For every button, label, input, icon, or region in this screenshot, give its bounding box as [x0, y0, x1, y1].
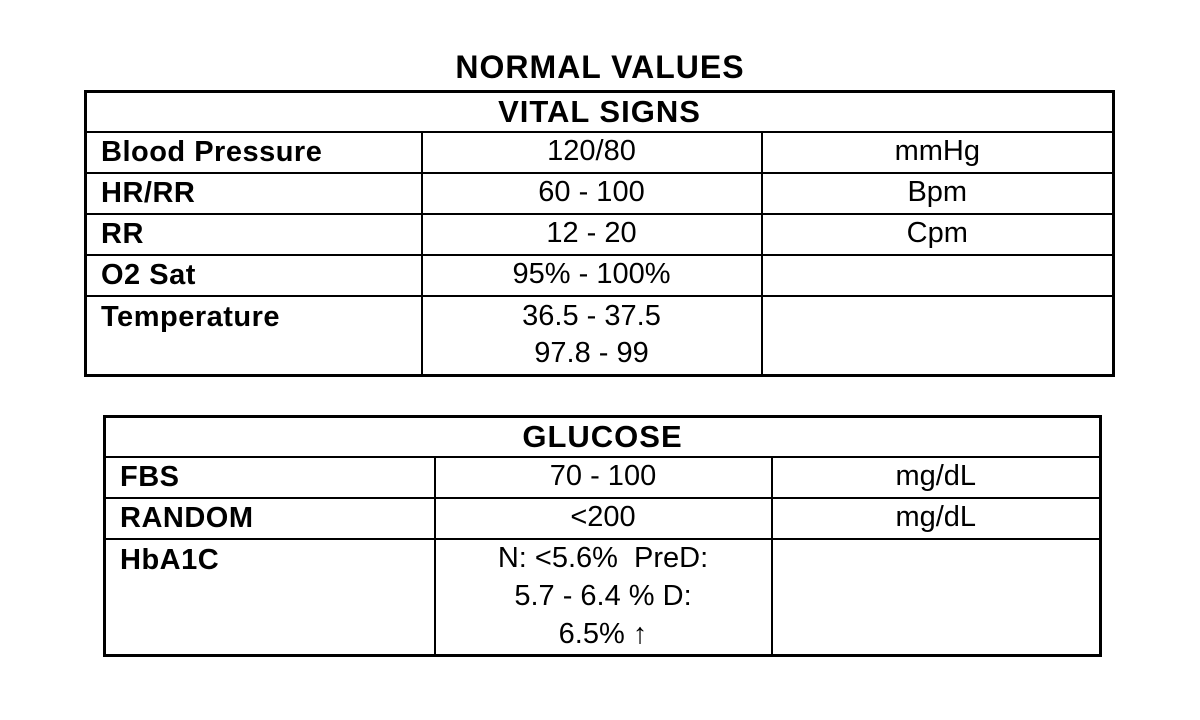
row-temperature: Temperature 36.5 - 37.5 97.8 - 99 — [84, 294, 1115, 377]
row-unit: Cpm — [760, 212, 1115, 256]
vital-signs-table-header: VITAL SIGNS — [84, 90, 1115, 133]
row-value: 12 - 20 — [420, 212, 763, 256]
row-label: HbA1C — [103, 537, 436, 657]
row-unit — [760, 294, 1115, 377]
row-value: 36.5 - 37.5 97.8 - 99 — [420, 294, 763, 377]
vital-signs-table: VITAL SIGNS Blood Pressure 120/80 mmHg H… — [84, 90, 1116, 377]
row-label: Temperature — [84, 294, 423, 377]
row-unit: mg/dL — [770, 496, 1102, 540]
row-fbs: FBS 70 - 100 mg/dL — [103, 455, 1102, 499]
row-value: 120/80 — [420, 130, 763, 174]
row-hr-rr: HR/RR 60 - 100 Bpm — [84, 171, 1115, 215]
row-label: Blood Pressure — [84, 130, 423, 174]
row-blood-pressure: Blood Pressure 120/80 mmHg — [84, 130, 1115, 174]
row-rr: RR 12 - 20 Cpm — [84, 212, 1115, 256]
row-o2-sat: O2 Sat 95% - 100% — [84, 253, 1115, 297]
row-label: HR/RR — [84, 171, 423, 215]
glucose-table: GLUCOSE FBS 70 - 100 mg/dL RANDOM <200 m… — [103, 415, 1102, 657]
row-random: RANDOM <200 mg/dL — [103, 496, 1102, 540]
row-label: RANDOM — [103, 496, 436, 540]
row-hba1c: HbA1C N: <5.6% PreD: 5.7 - 6.4 % D: 6.5%… — [103, 537, 1102, 657]
row-label: O2 Sat — [84, 253, 423, 297]
row-unit — [760, 253, 1115, 297]
row-value: 70 - 100 — [433, 455, 773, 499]
page-title: NORMAL VALUES — [455, 49, 745, 85]
row-value: N: <5.6% PreD: 5.7 - 6.4 % D: 6.5% ↑ — [433, 537, 773, 657]
row-value: 60 - 100 — [420, 171, 763, 215]
glucose-table-header: GLUCOSE — [103, 415, 1102, 458]
row-unit — [770, 537, 1102, 657]
row-unit: mmHg — [760, 130, 1115, 174]
row-unit: Bpm — [760, 171, 1115, 215]
row-unit: mg/dL — [770, 455, 1102, 499]
glucose-header-row: GLUCOSE — [103, 415, 1102, 458]
vital-signs-header-row: VITAL SIGNS — [84, 90, 1115, 133]
row-value: <200 — [433, 496, 773, 540]
row-label: FBS — [103, 455, 436, 499]
row-value: 95% - 100% — [420, 253, 763, 297]
row-label: RR — [84, 212, 423, 256]
